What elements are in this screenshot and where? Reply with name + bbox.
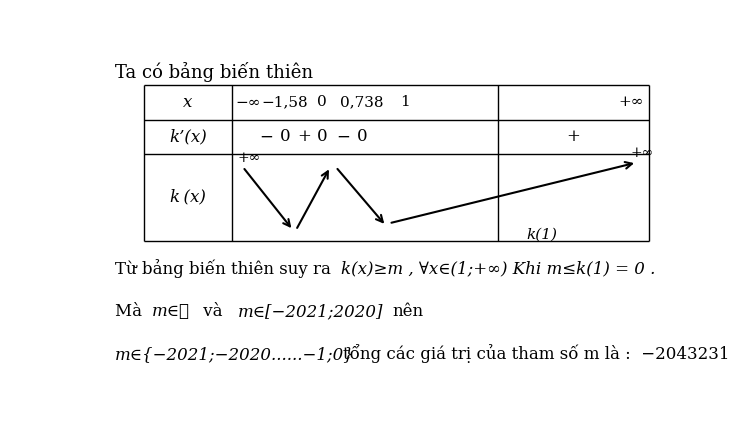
- Text: 1: 1: [400, 96, 410, 110]
- Text: 0: 0: [318, 96, 327, 110]
- Text: Từ bảng biến thiên suy ra: Từ bảng biến thiên suy ra: [115, 259, 336, 278]
- Text: −: −: [337, 128, 351, 145]
- Text: k(x)≥m , ∀x∈(1;+∞) Khi m≤k(1) = 0 .: k(x)≥m , ∀x∈(1;+∞) Khi m≤k(1) = 0 .: [340, 261, 655, 278]
- Text: k (x): k (x): [170, 189, 206, 206]
- Text: +: +: [297, 128, 311, 145]
- Text: −∞: −∞: [235, 96, 261, 110]
- Text: +∞: +∞: [237, 151, 260, 165]
- Text: −: −: [259, 128, 273, 145]
- Text: k(1): k(1): [526, 228, 557, 242]
- Text: m∈{−2021;−2020......−1;0}: m∈{−2021;−2020......−1;0}: [115, 346, 354, 363]
- Text: +: +: [567, 128, 580, 145]
- Text: 0,738: 0,738: [340, 96, 384, 110]
- Text: và: và: [198, 303, 228, 320]
- Text: Ta có bảng biến thiên: Ta có bảng biến thiên: [115, 62, 313, 82]
- Text: k’(x): k’(x): [169, 128, 206, 145]
- Text: 0: 0: [357, 128, 368, 145]
- Text: +∞: +∞: [631, 146, 654, 160]
- Text: +∞: +∞: [618, 96, 643, 110]
- Text: −1,58: −1,58: [262, 96, 309, 110]
- Text: x: x: [183, 94, 192, 111]
- Text: m∈[−2021;2020]: m∈[−2021;2020]: [238, 303, 383, 320]
- Text: nên: nên: [392, 303, 423, 320]
- Text: 0: 0: [317, 128, 328, 145]
- Text: 0: 0: [280, 128, 290, 145]
- Text: m∈ℤ: m∈ℤ: [152, 303, 190, 320]
- Text: Mà: Mà: [115, 303, 147, 320]
- Text: tổng các giá trị của tham số m là :  −2043231: tổng các giá trị của tham số m là : −204…: [343, 344, 730, 363]
